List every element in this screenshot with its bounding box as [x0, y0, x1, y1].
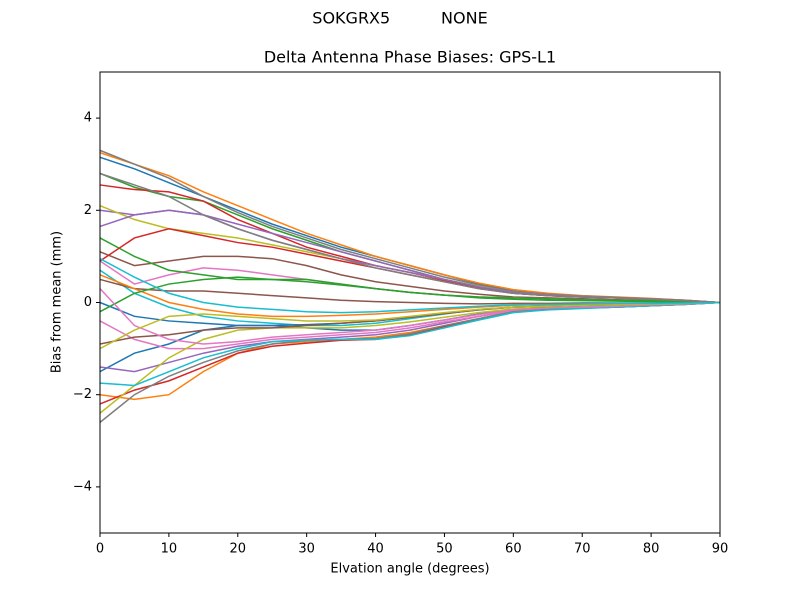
y-tick-label: −4 — [73, 479, 92, 494]
data-line — [99, 276, 721, 313]
x-axis-label: Elvation angle (degrees) — [330, 562, 489, 577]
data-line — [99, 209, 721, 304]
y-tick-label: 0 — [84, 295, 92, 310]
data-line — [99, 151, 721, 304]
data-line — [99, 288, 721, 345]
x-tick-label: 20 — [230, 542, 247, 557]
data-line — [99, 301, 721, 350]
y-tick-label: 4 — [84, 111, 92, 126]
y-tick-label: −2 — [73, 387, 92, 402]
data-line — [99, 258, 721, 314]
suptitle: SOKGRX5 NONE — [312, 9, 487, 28]
x-tick-label: 80 — [643, 542, 660, 557]
x-tick-label: 50 — [436, 542, 453, 557]
data-line — [99, 301, 721, 387]
y-axis-label: Bias from mean (mm) — [50, 231, 65, 373]
x-tick-label: 0 — [96, 542, 104, 557]
data-line — [99, 209, 721, 304]
data-line — [99, 184, 721, 304]
x-tick-label: 90 — [712, 542, 729, 557]
data-line — [99, 172, 721, 304]
x-tick-label: 40 — [367, 542, 384, 557]
data-line — [99, 251, 721, 304]
x-tick-label: 70 — [574, 542, 591, 557]
x-tick-label: 10 — [161, 542, 178, 557]
data-line — [99, 204, 721, 304]
y-tick-label: 2 — [84, 203, 92, 218]
chart-title: Delta Antenna Phase Biases: GPS-L1 — [264, 48, 556, 67]
x-tick-label: 60 — [505, 542, 522, 557]
x-tick-label: 30 — [298, 542, 315, 557]
data-line — [99, 149, 721, 304]
